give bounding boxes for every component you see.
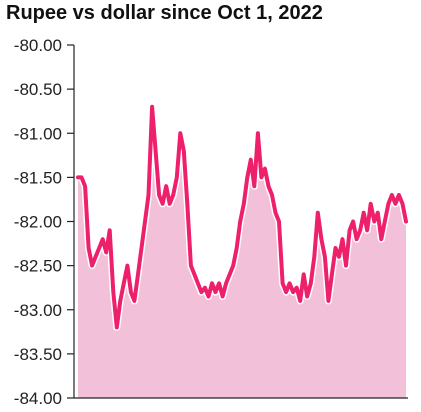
y-tick-label: -83.50 xyxy=(14,345,62,364)
y-tick-label: -83.00 xyxy=(14,301,62,320)
y-tick-label: -82.50 xyxy=(14,257,62,276)
y-tick-label: -82.00 xyxy=(14,213,62,232)
y-tick-label: -80.00 xyxy=(14,36,62,55)
y-tick-label: -84.00 xyxy=(14,389,62,408)
axis-layer: -80.00 -80.50 -81.00 -81.50 -82.00 -82.50 -83.… xyxy=(14,36,408,408)
line-layer xyxy=(74,103,410,331)
area-layer xyxy=(78,106,406,399)
y-tick-label: -81.50 xyxy=(14,168,62,187)
chart-title: Rupee vs dollar since Oct 1, 2022 xyxy=(6,2,323,24)
y-tick-label: -81.00 xyxy=(14,124,62,143)
series-line xyxy=(76,104,408,330)
y-tick-label: -80.50 xyxy=(14,80,62,99)
series-area xyxy=(78,106,406,399)
